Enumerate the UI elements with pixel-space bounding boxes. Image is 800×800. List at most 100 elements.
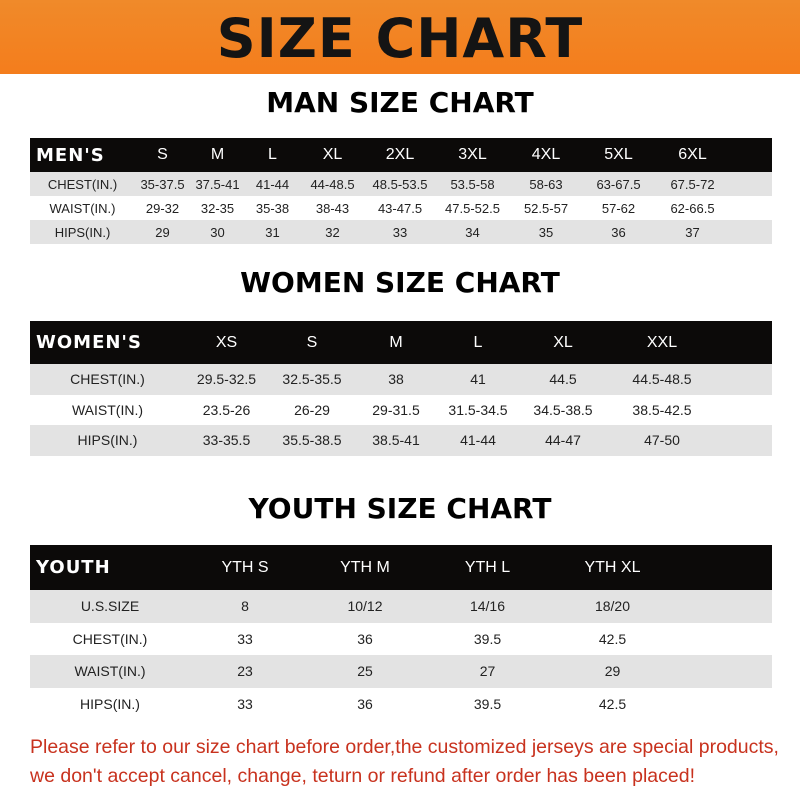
table-row: WAIST(IN.) 23 25 27 29 bbox=[30, 655, 772, 688]
table-cell: 23.5-26 bbox=[202, 401, 251, 418]
size-header: YTH S bbox=[190, 545, 300, 590]
table-cell: 47.5-52.5 bbox=[445, 200, 500, 216]
row-filler bbox=[680, 623, 772, 656]
header-filler bbox=[730, 138, 772, 172]
size-header: M bbox=[190, 138, 245, 172]
header-row: WOMEN'S XS S M L XL XXL bbox=[30, 321, 772, 364]
row-label: WAIST(IN.) bbox=[49, 200, 116, 216]
size-header: S bbox=[135, 138, 190, 172]
header-label: YOUTH bbox=[30, 545, 190, 590]
size-header: 4XL bbox=[510, 138, 582, 172]
table-cell: 18/20 bbox=[545, 590, 680, 623]
size-header: 6XL bbox=[655, 138, 730, 172]
notice-text: Please refer to our size chart before or… bbox=[30, 733, 790, 791]
notice-line: Please refer to our size chart before or… bbox=[30, 736, 779, 758]
table-cell: 42.5 bbox=[598, 630, 627, 647]
size-header: L bbox=[436, 321, 520, 364]
table-cell: 23 bbox=[190, 655, 300, 688]
table-row: WAIST(IN.) 29-32 32-35 35-38 38-43 43-47.5 47.… bbox=[30, 196, 772, 220]
table-cell: 32-35 bbox=[200, 200, 235, 216]
table-cell: 67.5-72 bbox=[655, 172, 730, 196]
table-cell: 33 bbox=[237, 695, 253, 712]
table-cell: 29.5-32.5 bbox=[185, 364, 268, 395]
youth-size-table: YOUTH YTH S YTH M YTH L YTH XL U.S.SIZE 8 10/12… bbox=[30, 545, 772, 720]
women-size-table: WOMEN'S XS S M L XL XXL CHEST(IN.) 29.5-32.5 32.5… bbox=[30, 321, 772, 456]
size-header: YTH M bbox=[300, 545, 430, 590]
row-label: U.S.SIZE bbox=[30, 590, 190, 623]
row-filler bbox=[680, 655, 772, 688]
women-chart-title: WOMEN SIZE CHART bbox=[240, 266, 560, 299]
banner: SIZE CHART bbox=[0, 0, 800, 74]
table-cell: 62-66.5 bbox=[670, 200, 715, 216]
table-row: HIPS(IN.) 33 36 39.5 42.5 bbox=[30, 688, 772, 721]
table-cell: 31.5-34.5 bbox=[448, 401, 508, 418]
men-chart-title: MAN SIZE CHART bbox=[266, 86, 534, 119]
table-cell: 39.5 bbox=[473, 695, 502, 712]
table-cell: 38 bbox=[356, 364, 436, 395]
table-cell: 52.5-57 bbox=[523, 200, 569, 216]
table-row: CHEST(IN.) 29.5-32.5 32.5-35.5 38 41 44.5 44.5… bbox=[30, 364, 772, 395]
size-header: XL bbox=[520, 321, 606, 364]
size-header: YTH L bbox=[430, 545, 545, 590]
table-cell: 63-67.5 bbox=[582, 172, 655, 196]
table-cell: 35-38 bbox=[255, 200, 290, 216]
table-cell: 42.5 bbox=[598, 695, 627, 712]
table-cell: 33 bbox=[237, 630, 253, 647]
table-cell: 10/12 bbox=[300, 590, 430, 623]
table-cell: 58-63 bbox=[510, 172, 582, 196]
row-label: WAIST(IN.) bbox=[30, 655, 190, 688]
table-cell: 34 bbox=[435, 220, 510, 244]
row-label: HIPS(IN.) bbox=[30, 220, 135, 244]
table-row: HIPS(IN.) 29 30 31 32 33 34 35 36 37 bbox=[30, 220, 772, 244]
header-filler bbox=[718, 321, 772, 364]
table-row: CHEST(IN.) 35-37.5 37.5-41 41-44 44-48.5 48.5… bbox=[30, 172, 772, 196]
row-filler bbox=[730, 172, 772, 196]
men-size-table: MEN'S S M L XL 2XL 3XL 4XL 5XL 6XL CHEST(IN.) 35-37… bbox=[30, 138, 772, 244]
size-header: L bbox=[245, 138, 300, 172]
table-cell: 32.5-35.5 bbox=[268, 364, 356, 395]
table-cell: 48.5-53.5 bbox=[365, 172, 435, 196]
table-cell: 35-37.5 bbox=[135, 172, 190, 196]
notice-line: we don't accept cancel, change, teturn o… bbox=[30, 765, 695, 787]
table-cell: 44-48.5 bbox=[300, 172, 365, 196]
table-cell: 29 bbox=[545, 655, 680, 688]
table-cell: 38.5-42.5 bbox=[632, 401, 692, 418]
table-cell: 14/16 bbox=[430, 590, 545, 623]
row-label: CHEST(IN.) bbox=[30, 172, 135, 196]
table-cell: 41-44 bbox=[436, 425, 520, 456]
table-cell: 38.5-41 bbox=[356, 425, 436, 456]
table-cell: 32 bbox=[300, 220, 365, 244]
table-cell: 36 bbox=[357, 695, 373, 712]
table-cell: 53.5-58 bbox=[435, 172, 510, 196]
size-header: XL bbox=[300, 138, 365, 172]
header-row: YOUTH YTH S YTH M YTH L YTH XL bbox=[30, 545, 772, 590]
table-cell: 36 bbox=[582, 220, 655, 244]
table-cell: 41 bbox=[436, 364, 520, 395]
table-row: WAIST(IN.) 23.5-26 26-29 29-31.5 31.5-34.5 34… bbox=[30, 395, 772, 426]
table-cell: 41-44 bbox=[245, 172, 300, 196]
table-row: U.S.SIZE 8 10/12 14/16 18/20 bbox=[30, 590, 772, 623]
row-filler bbox=[730, 220, 772, 244]
size-header: 5XL bbox=[582, 138, 655, 172]
table-row: CHEST(IN.) 33 36 39.5 42.5 bbox=[30, 623, 772, 656]
row-filler bbox=[680, 688, 772, 721]
table-cell: 8 bbox=[190, 590, 300, 623]
row-filler bbox=[718, 425, 772, 456]
table-cell: 36 bbox=[357, 630, 373, 647]
size-header: XXL bbox=[606, 321, 718, 364]
size-header: XS bbox=[185, 321, 268, 364]
header-label: WOMEN'S bbox=[30, 321, 185, 364]
row-label: CHEST(IN.) bbox=[72, 630, 148, 647]
table-cell: 29-31.5 bbox=[372, 401, 420, 418]
page-title: SIZE CHART bbox=[216, 7, 584, 70]
row-label: CHEST(IN.) bbox=[30, 364, 185, 395]
size-header: YTH XL bbox=[545, 545, 680, 590]
table-cell: 27 bbox=[430, 655, 545, 688]
row-label: HIPS(IN.) bbox=[30, 425, 185, 456]
table-cell: 29-32 bbox=[145, 200, 180, 216]
row-label: HIPS(IN.) bbox=[80, 695, 140, 712]
row-filler bbox=[718, 364, 772, 395]
table-cell: 33-35.5 bbox=[185, 425, 268, 456]
table-cell: 39.5 bbox=[473, 630, 502, 647]
table-cell: 26-29 bbox=[294, 401, 330, 418]
